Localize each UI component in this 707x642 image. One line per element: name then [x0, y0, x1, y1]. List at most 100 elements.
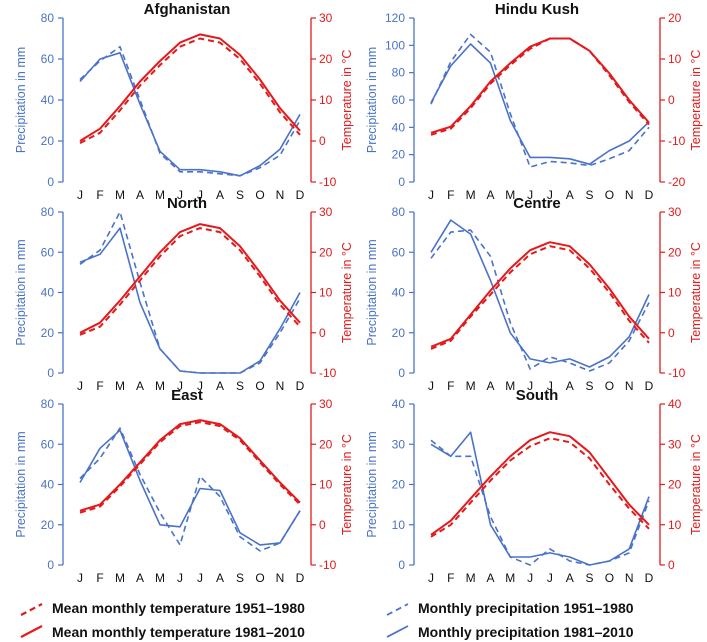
left-tick-label: 20 — [392, 478, 406, 492]
month-tick-label: J — [527, 188, 533, 202]
month-tick-label: S — [236, 571, 244, 585]
month-tick-label: N — [276, 379, 285, 393]
left-tick-label: 10 — [392, 518, 406, 532]
month-tick-label: F — [96, 379, 103, 393]
chart-title-centre: Centre — [513, 195, 561, 212]
left-tick-label: 40 — [41, 93, 55, 107]
month-tick-label: A — [216, 379, 224, 393]
right-tick-label: 0 — [668, 93, 675, 107]
temperature-line-solid — [430, 37, 650, 134]
y-axis-label-precipitation: Precipitation in mm — [14, 239, 28, 345]
right-tick-label: 20 — [668, 245, 682, 259]
month-tick-label: M — [155, 379, 165, 393]
month-tick-label: D — [296, 379, 305, 393]
right-tick-label: 30 — [319, 205, 333, 219]
month-tick-label: O — [605, 571, 614, 585]
precipitation-line-solid — [430, 431, 650, 566]
month-tick-label: O — [255, 571, 264, 585]
right-tick-label: 0 — [319, 326, 326, 340]
right-tick-label: -10 — [319, 366, 337, 380]
chart-title-afghanistan: Afghanistan — [144, 1, 231, 18]
month-tick-label: M — [505, 188, 515, 202]
month-tick-label: M — [115, 188, 125, 202]
month-tick-label: A — [216, 571, 224, 585]
right-tick-label: 30 — [319, 11, 333, 25]
month-tick-label: O — [255, 188, 264, 202]
month-tick-label: M — [115, 379, 125, 393]
right-tick-label: 20 — [319, 437, 333, 451]
month-tick-label: J — [527, 379, 533, 393]
month-tick-label: J — [177, 571, 183, 585]
left-tick-label: 40 — [392, 397, 406, 411]
left-tick-label: 60 — [41, 52, 55, 66]
month-tick-label: A — [136, 379, 144, 393]
month-tick-label: O — [255, 379, 264, 393]
y-axis-label-temperature: Temperature in °C — [340, 242, 354, 343]
left-tick-label: 40 — [392, 286, 406, 300]
month-tick-label: J — [527, 571, 533, 585]
temperature-line-solid — [79, 419, 301, 512]
right-tick-label: 30 — [668, 205, 682, 219]
right-tick-label: 20 — [668, 11, 682, 25]
month-tick-label: M — [466, 571, 476, 585]
chart-panel-afghanistan: Afghanistan 0 20 40 60 80 Precipitation in mm -… — [14, 1, 354, 202]
precipitation-line-solid — [430, 219, 650, 368]
month-tick-label: A — [136, 188, 144, 202]
chart-panel-south: South 0 10 20 30 40 Precipitation in mm 0 10 20 30… — [365, 387, 703, 585]
chart-title-south: South — [516, 387, 559, 404]
right-tick-label: 10 — [668, 286, 682, 300]
month-tick-label: S — [586, 379, 594, 393]
month-tick-label: M — [115, 571, 125, 585]
right-tick-label: 0 — [319, 518, 326, 532]
month-tick-label: J — [428, 379, 434, 393]
temperature-line-solid — [430, 431, 650, 536]
month-tick-label: J — [197, 571, 203, 585]
legend-label-precip-1981: Monthly precipitation 1981–2010 — [418, 624, 634, 640]
month-tick-label: J — [177, 188, 183, 202]
month-tick-label: J — [197, 188, 203, 202]
month-tick-label: S — [586, 188, 594, 202]
legend: Mean monthly temperature 1951–1980 Mean … — [20, 600, 634, 640]
temperature-line-solid — [79, 223, 301, 334]
month-tick-label: S — [236, 188, 244, 202]
left-tick-label: 20 — [41, 326, 55, 340]
month-tick-label: M — [155, 188, 165, 202]
month-tick-label: J — [77, 379, 83, 393]
left-tick-label: 80 — [392, 66, 406, 80]
month-tick-label: D — [645, 571, 654, 585]
legend-temp-1981: Mean monthly temperature 1981–2010 — [20, 624, 305, 640]
precipitation-line-dashed — [430, 439, 650, 566]
right-tick-label: 10 — [668, 518, 682, 532]
temperature-line-solid — [430, 241, 650, 348]
right-tick-label: 30 — [319, 397, 333, 411]
y-axis-label-temperature: Temperature in °C — [340, 50, 354, 151]
temperature-line-dashed — [79, 421, 301, 514]
y-axis-label-precipitation: Precipitation in mm — [365, 431, 379, 537]
legend-label-precip-1951: Monthly precipitation 1951–1980 — [418, 600, 634, 616]
chart-title-hindu-kush: Hindu Kush — [495, 1, 579, 18]
month-tick-label: N — [625, 188, 634, 202]
precipitation-line-solid — [79, 429, 301, 546]
right-tick-label: 20 — [319, 245, 333, 259]
month-tick-label: A — [136, 571, 144, 585]
month-tick-label: J — [197, 379, 203, 393]
right-tick-label: -10 — [668, 366, 686, 380]
right-tick-label: 20 — [668, 478, 682, 492]
precipitation-line-dashed — [79, 427, 301, 552]
month-tick-label: N — [276, 571, 285, 585]
left-tick-label: 0 — [47, 175, 54, 189]
month-tick-label: A — [486, 379, 494, 393]
left-tick-label: 80 — [41, 205, 55, 219]
left-tick-label: 100 — [385, 38, 405, 52]
left-tick-label: 20 — [392, 326, 406, 340]
left-tick-label: 0 — [398, 366, 405, 380]
y-axis-label-temperature: Temperature in °C — [340, 434, 354, 535]
temperature-line-dashed — [430, 437, 650, 538]
left-tick-label: 30 — [392, 437, 406, 451]
left-tick-label: 80 — [41, 397, 55, 411]
y-axis-label-precipitation: Precipitation in mm — [365, 239, 379, 345]
month-tick-label: J — [77, 188, 83, 202]
right-tick-label: 40 — [668, 397, 682, 411]
